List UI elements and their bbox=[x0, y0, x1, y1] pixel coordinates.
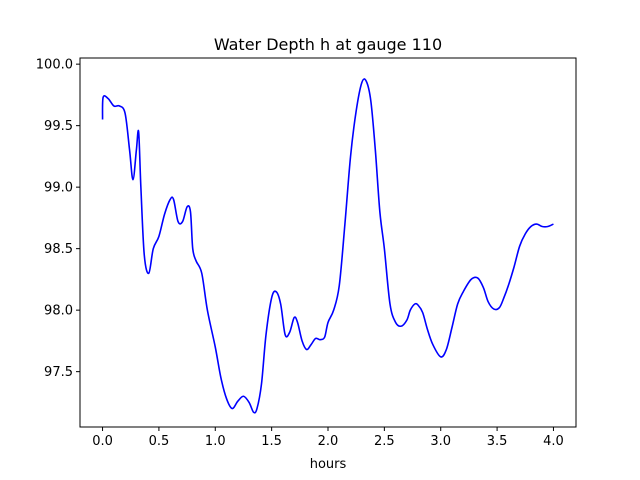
x-axis: 0.0 0.5 1.0 1.5 2.0 2.5 3.0 3.5 4.0 bbox=[92, 427, 564, 449]
plot-frame bbox=[79, 57, 577, 428]
x-tick-label: 3.5 bbox=[487, 434, 508, 449]
x-tick-label: 1.5 bbox=[261, 434, 282, 449]
y-tick-label: 97.5 bbox=[44, 365, 73, 380]
y-tick-label: 99.5 bbox=[44, 119, 73, 134]
y-tick-label: 98.5 bbox=[44, 242, 73, 257]
series-line bbox=[101, 78, 554, 414]
x-tick-label: 4.0 bbox=[543, 434, 564, 449]
y-tick-label: 99.0 bbox=[44, 181, 73, 196]
x-tick-label: 2.0 bbox=[318, 434, 339, 449]
plot-area bbox=[101, 78, 554, 414]
y-tick-label: 100.0 bbox=[36, 58, 73, 73]
x-tick-label: 0.0 bbox=[92, 434, 113, 449]
x-axis-label: hours bbox=[310, 457, 347, 472]
x-tick-label: 3.0 bbox=[430, 434, 451, 449]
x-tick-label: 1.0 bbox=[205, 434, 226, 449]
x-tick-label: 0.5 bbox=[149, 434, 170, 449]
y-axis: 97.5 98.0 98.5 99.0 99.5 100.0 bbox=[36, 58, 80, 380]
y-tick-label: 98.0 bbox=[44, 304, 73, 319]
x-tick-label: 2.5 bbox=[374, 434, 395, 449]
chart-title: Water Depth h at gauge 110 bbox=[214, 35, 442, 54]
